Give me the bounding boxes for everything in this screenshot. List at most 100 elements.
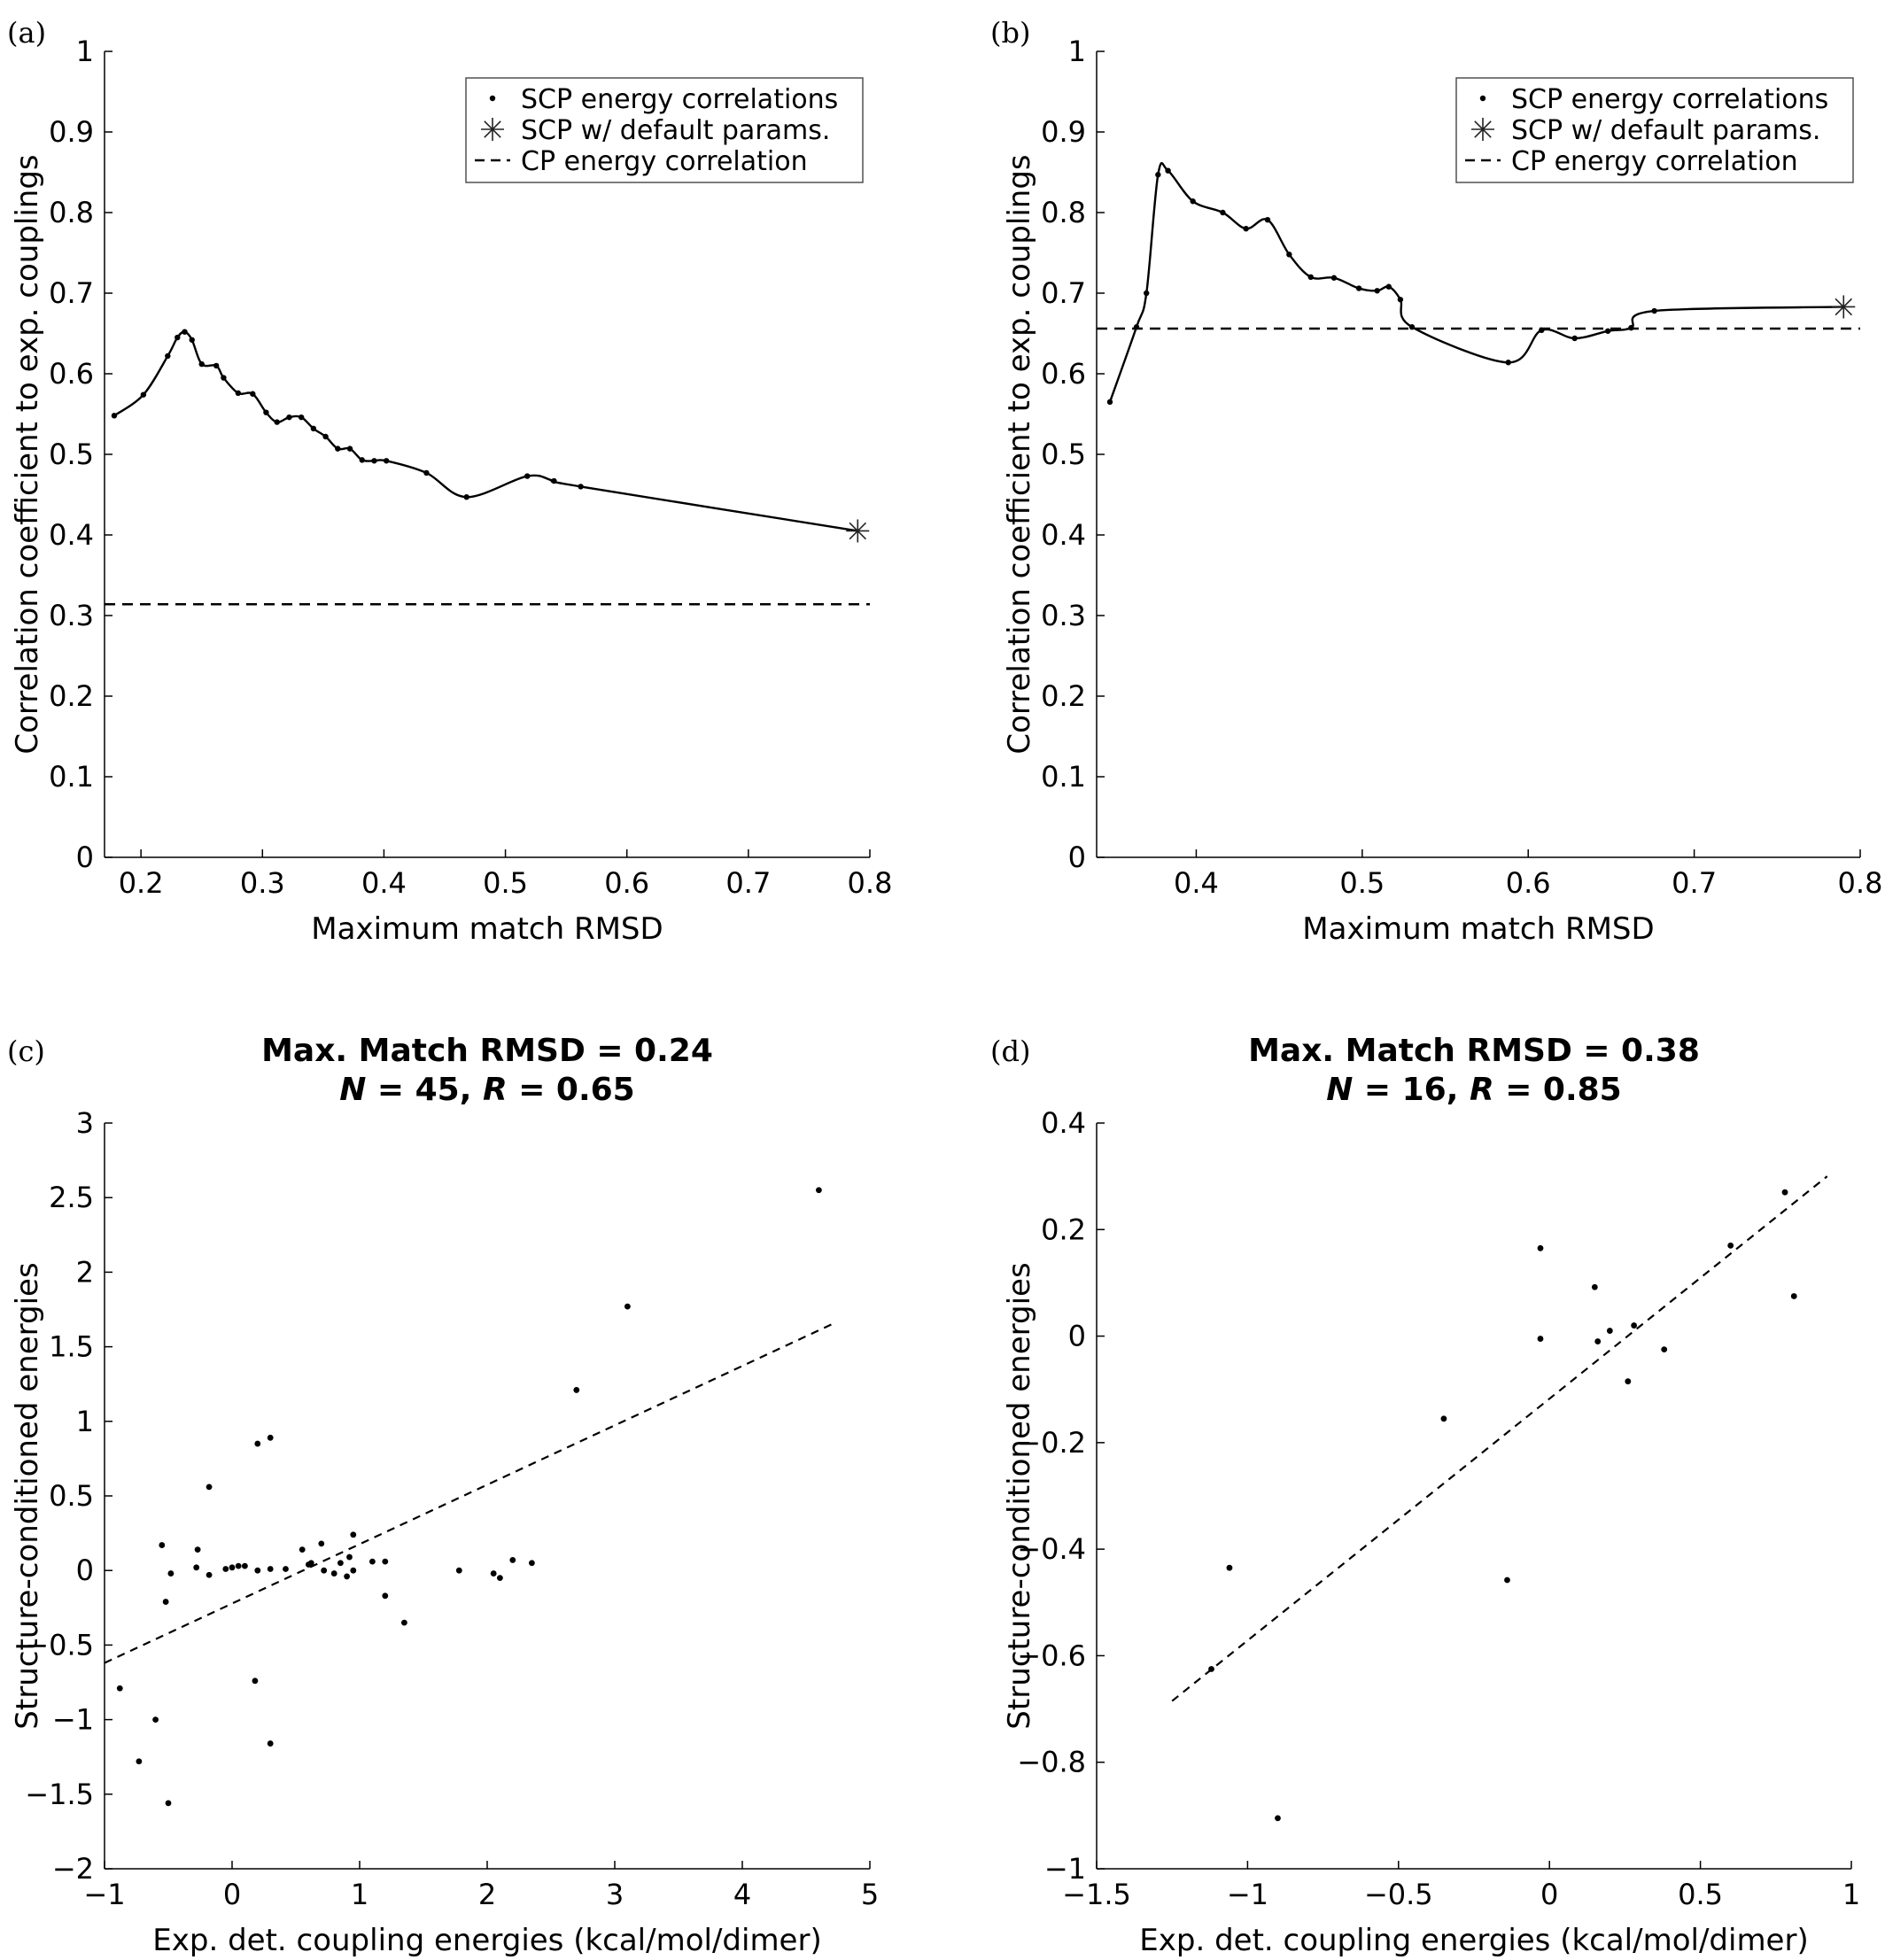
scp-data-point [383,458,390,464]
y-tick-label: 0 [76,1553,94,1587]
x-tick-label: 0.7 [725,866,771,900]
scp-data-point [1155,172,1161,178]
scp-data-point [198,360,205,368]
y-tick-label: −0.8 [1017,1746,1086,1779]
scatter-point [573,1387,580,1393]
y-tick-label: 0.4 [1041,518,1086,552]
panel-a: (a) 0 0.1 0.2 0.3 0.4 0.5 0.6 0.7 0.8 0.9 1 0.2 0.3 0.… [7,16,892,947]
scp-data-point [286,414,292,421]
subtitle-part: R [1470,1072,1494,1108]
legend-marker-dot [489,95,496,102]
scp-data-point [1220,209,1226,216]
scatter-point [283,1566,289,1572]
x-tick-label: −1.5 [1062,1878,1131,1911]
scatter-point [490,1570,497,1577]
scp-data-point [359,457,365,463]
star-stroke [1474,120,1492,138]
regression-fit-line [104,1323,833,1664]
x-tick-label: 0.5 [483,866,528,900]
scatter-point [1594,1338,1602,1344]
subtitle-part: N [1326,1072,1353,1108]
scp-data-point [1539,327,1545,334]
scatter-point [1591,1283,1598,1290]
legend-box [465,77,864,183]
scatter-point [350,1531,357,1538]
x-tick-label: 0.2 [119,866,164,900]
y-tick-label: 0.2 [1041,1212,1086,1246]
subtitle-part: = 45, [366,1072,483,1108]
y-tick-label: 0.7 [49,276,94,310]
scatter-point [206,1484,213,1491]
y-tick-label: 2.5 [49,1181,94,1214]
x-tick-label: −1 [1227,1878,1268,1911]
x-axis-label: Exp. det. coupling energies (kcal/mol/di… [152,1923,821,1958]
scp-data-point [1604,328,1611,334]
x-tick-label: 0.8 [848,866,893,900]
y-tick-label: 0.8 [1041,196,1086,229]
scatter-point [330,1570,337,1577]
scatter-point [382,1558,389,1565]
y-tick-label: 0.9 [1041,115,1086,149]
y-tick-label: 1.5 [49,1330,94,1364]
legend-entry: SCP energy correlations [1511,84,1828,115]
scatter-point [167,1570,175,1577]
scatter-point [299,1546,306,1553]
x-axis-label: Exp. det. coupling energies (kcal/mol/di… [1139,1923,1808,1958]
chart-title: Max. Match RMSD = 0.24 [261,1033,713,1069]
scp-data-point [298,414,305,421]
scp-correlation-curve [1108,162,1844,403]
scp-data-point [250,391,256,397]
scp-data-point [1106,399,1113,406]
scp-data-point [1385,283,1392,290]
y-tick-label: 0.5 [49,438,94,471]
scatter-point [1625,1378,1632,1385]
scatter-point [229,1564,236,1571]
scatter-point [1790,1293,1797,1299]
panel-label: (d) [990,1034,1030,1068]
legend-marker-star [481,118,504,141]
x-tick-label: 0.3 [240,866,285,900]
x-tick-label: −1 [83,1878,125,1911]
scatter-point [267,1566,274,1572]
scatter-point [136,1758,143,1765]
scatter-point [206,1571,213,1578]
scatter-point [337,1560,344,1567]
y-tick-label: 0.5 [49,1479,94,1513]
scp-data-point [423,469,430,476]
star-stroke [1835,298,1853,316]
y-tick-label: −1 [1044,1852,1086,1886]
chart-subtitle: N = 16, R = 0.85 [1326,1072,1621,1108]
y-tick-label: 2 [76,1255,94,1289]
scp-data-point [1571,335,1578,342]
x-tick-label: 0.7 [1672,866,1717,900]
scp-data-point [1505,360,1511,366]
scatter-point [318,1540,325,1547]
scatter-point [267,1434,274,1441]
y-tick-label: 0.3 [49,599,94,632]
y-tick-label: 0.8 [49,196,94,229]
panel-d: (d)−1−0.8−0.6−0.4−0.200.20.4−1.5 −1 −0.5 0 0… [990,1033,1860,1958]
star-stroke [484,120,501,138]
default-params-star [1832,295,1856,319]
x-tick-label: 0.5 [1678,1878,1723,1911]
y-tick-label: 0.6 [49,357,94,391]
y-tick-label: 0.4 [49,518,94,552]
x-tick-label: 3 [606,1878,624,1911]
x-tick-label: 0 [1540,1878,1558,1911]
scatter-point [193,1564,200,1571]
y-tick-label: 0.4 [1041,1106,1086,1140]
scp-data-point [1408,324,1416,330]
scp-data-point [140,391,147,398]
scp-data-point [1374,288,1380,294]
scatter-point [509,1557,516,1563]
scatter-point [162,1599,169,1605]
panel-c: (c) −2 −1.5 −1 −0.5 0 0.5 1 1.5 2 2.5 3 −1 0 1 2 3 4 5 Exp.… [7,1033,879,1958]
scp-data-point [335,445,341,452]
scp-data-point [578,484,584,490]
x-tick-label: 0.6 [1506,866,1551,900]
scp-data-point [524,473,531,479]
legend-box [1455,77,1854,183]
scatter-point [1208,1666,1214,1672]
x-tick-label: −0.5 [1364,1878,1433,1911]
y-tick-label: −0.2 [1017,1426,1086,1460]
